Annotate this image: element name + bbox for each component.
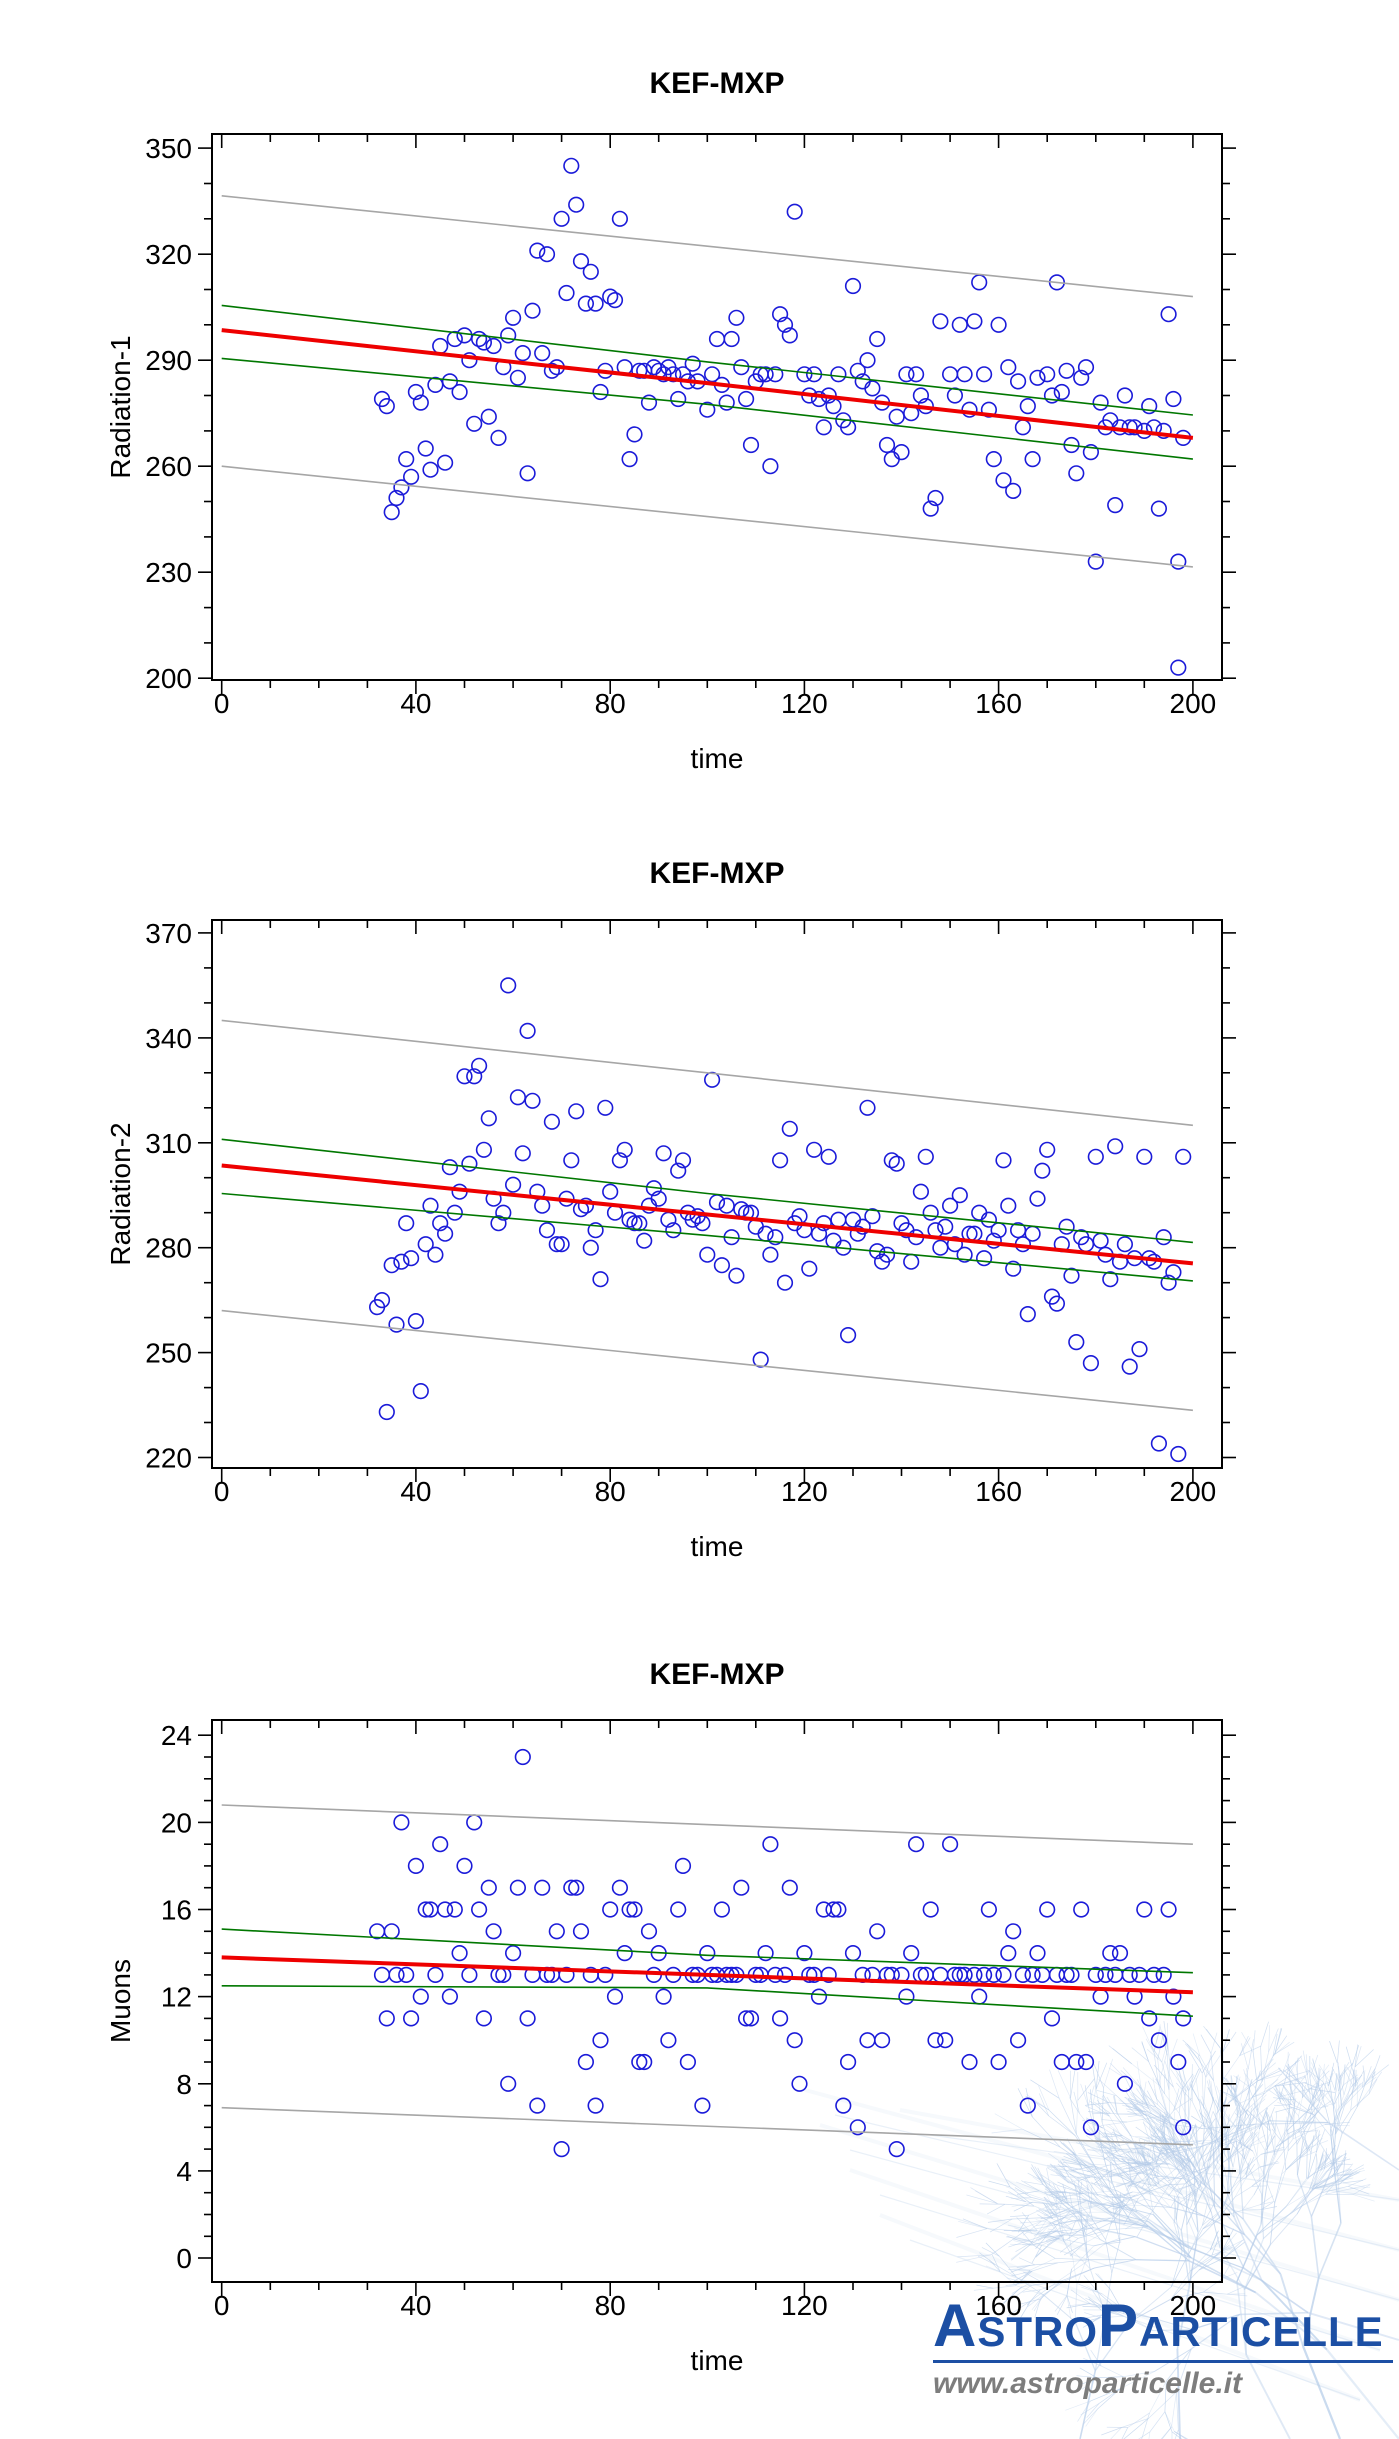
y-tick-label: 16 <box>161 1895 192 1926</box>
x-tick-label: 120 <box>781 1476 828 1507</box>
plot-frame <box>211 1719 1223 2283</box>
scatter-points <box>369 977 1192 1463</box>
y-tick-label: 320 <box>145 239 192 270</box>
prediction-upper-line <box>221 195 1193 298</box>
y-tick-label: 310 <box>145 1128 192 1159</box>
confidence-lower-line <box>221 1192 1193 1282</box>
confidence-upper-line <box>221 1138 1193 1244</box>
y-axis-label: Radiation-2 <box>105 1122 136 1265</box>
x-tick-label: 40 <box>400 1476 431 1507</box>
watermark-graphic <box>804 2021 1399 2439</box>
confidence-lower-line <box>221 357 1193 460</box>
x-tick-label: 120 <box>781 688 828 719</box>
y-tick-label: 340 <box>145 1023 192 1054</box>
y-tick-label: 20 <box>161 1807 192 1838</box>
chart-title: KEF-MXP <box>650 857 785 890</box>
x-tick-label: 0 <box>214 2290 230 2321</box>
y-tick-label: 200 <box>145 663 192 694</box>
y-axis-label: Radiation-1 <box>105 335 136 478</box>
y-tick-label: 280 <box>145 1233 192 1264</box>
y-tick-label: 8 <box>176 2069 192 2100</box>
chart-title: KEF-MXP <box>650 67 785 100</box>
astroparticelle-logo: AstroParticelle www.astroparticelle.it <box>933 2296 1393 2399</box>
chart-panel-radiation-2: KEF-MXP time Radiation-2 0 40 80 120 160 200 220 2… <box>105 857 1236 1562</box>
y-tick-label: 370 <box>145 918 192 949</box>
scatter-points <box>369 1748 1192 2158</box>
x-tick-label: 0 <box>214 688 230 719</box>
astroparticelle-url: www.astroparticelle.it <box>933 2367 1242 2400</box>
y-tick-label: 290 <box>145 345 192 376</box>
x-tick-label: 200 <box>1170 2290 1217 2321</box>
x-tick-label: 40 <box>400 688 431 719</box>
confidence-upper-line <box>221 304 1193 416</box>
x-axis-label: time <box>691 743 744 774</box>
y-tick-label: 230 <box>145 557 192 588</box>
axis-ticks <box>198 1720 1236 2296</box>
axis-ticks <box>198 920 1236 1482</box>
x-tick-label: 160 <box>975 688 1022 719</box>
y-tick-label: 250 <box>145 1338 192 1369</box>
x-tick-label: 40 <box>400 2290 431 2321</box>
x-tick-label: 80 <box>595 1476 626 1507</box>
x-tick-label: 200 <box>1170 1476 1217 1507</box>
astroparticelle-logo-text: AstroParticelle <box>933 2296 1393 2363</box>
plot-frame <box>211 919 1223 1469</box>
chart-title: KEF-MXP <box>650 1658 785 1691</box>
confidence-upper-line <box>221 1928 1193 1974</box>
axis-ticks <box>198 134 1236 694</box>
prediction-upper-line <box>221 1019 1193 1127</box>
y-tick-label: 4 <box>176 2156 192 2187</box>
prediction-lower-line <box>221 1309 1193 1412</box>
y-tick-label: 0 <box>176 2243 192 2274</box>
y-tick-label: 350 <box>145 133 192 164</box>
x-axis-label: time <box>691 1531 744 1562</box>
x-axis-label: time <box>691 2345 744 2376</box>
fit-line <box>221 1955 1193 1995</box>
prediction-upper-line <box>221 1804 1193 1845</box>
x-tick-label: 160 <box>975 1476 1022 1507</box>
y-tick-label: 12 <box>161 1982 192 2013</box>
x-tick-label: 80 <box>595 2290 626 2321</box>
fit-line <box>221 1163 1194 1266</box>
x-tick-label: 160 <box>975 2290 1022 2321</box>
y-tick-label: 220 <box>145 1443 192 1474</box>
fit-line <box>221 328 1194 440</box>
plot-frame <box>211 133 1223 681</box>
y-axis-label: Muons <box>105 1959 136 2043</box>
prediction-lower-line <box>221 2106 1193 2146</box>
chart-panel-muons: KEF-MXP time Muons 0 40 80 120 160 200 0 4 8 12 16 20 2… <box>105 1658 1236 2376</box>
x-tick-label: 80 <box>595 688 626 719</box>
y-tick-label: 24 <box>161 1720 192 1751</box>
x-tick-label: 200 <box>1170 688 1217 719</box>
y-tick-label: 260 <box>145 451 192 482</box>
x-tick-label: 120 <box>781 2290 828 2321</box>
confidence-lower-line <box>221 1985 1193 2017</box>
chart-panel-radiation-1: KEF-MXP time Radiation-1 0 40 80 120 160 200 200 2… <box>105 67 1236 774</box>
scatter-points <box>373 157 1192 676</box>
x-tick-label: 0 <box>214 1476 230 1507</box>
prediction-lower-line <box>221 465 1193 568</box>
